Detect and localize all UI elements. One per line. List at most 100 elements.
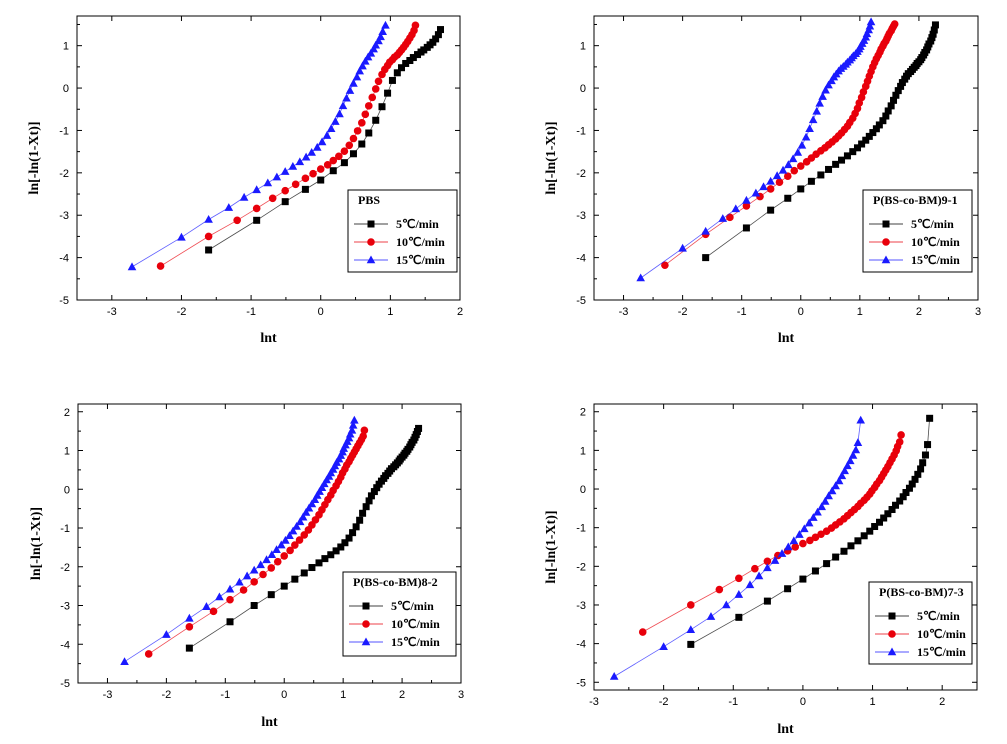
data-point bbox=[273, 557, 282, 566]
data-point bbox=[858, 140, 866, 148]
data-point bbox=[791, 543, 800, 551]
data-point bbox=[340, 147, 349, 156]
y-tick-label: 0 bbox=[580, 83, 586, 95]
data-point bbox=[356, 516, 364, 524]
y-tick-label: -3 bbox=[60, 601, 70, 613]
plot-frame bbox=[593, 15, 979, 301]
legend-marker bbox=[887, 647, 897, 656]
y-tick-label: -1 bbox=[59, 125, 69, 137]
y-tick-label: -4 bbox=[576, 639, 586, 651]
series-15℃/min bbox=[127, 20, 390, 271]
data-point bbox=[347, 425, 357, 434]
data-point bbox=[661, 261, 669, 270]
data-point bbox=[378, 103, 386, 111]
legend-label: 15℃/min bbox=[391, 635, 440, 649]
data-point bbox=[784, 194, 792, 202]
legend-marker bbox=[888, 630, 896, 638]
data-point bbox=[209, 607, 218, 616]
data-point bbox=[301, 174, 310, 183]
data-point bbox=[775, 178, 784, 186]
data-point bbox=[162, 630, 171, 638]
data-point bbox=[301, 508, 311, 516]
data-point bbox=[225, 584, 235, 593]
data-point bbox=[911, 475, 919, 483]
y-tick-label: 1 bbox=[63, 41, 69, 53]
y-tick-label: -2 bbox=[576, 168, 586, 180]
data-point bbox=[715, 585, 724, 594]
data-point bbox=[706, 612, 716, 620]
data-point bbox=[638, 628, 647, 636]
data-point bbox=[376, 32, 385, 41]
data-point bbox=[817, 502, 827, 511]
data-point bbox=[812, 106, 822, 115]
data-point bbox=[233, 216, 241, 225]
legend: PBS 5℃/min 10℃/min 15℃/min bbox=[347, 189, 458, 273]
data-point bbox=[202, 602, 211, 610]
data-point bbox=[718, 214, 728, 222]
data-point bbox=[805, 124, 814, 133]
data-point bbox=[751, 564, 759, 573]
data-point bbox=[388, 76, 396, 84]
data-point bbox=[931, 21, 939, 29]
y-axis-title: ln[-ln(1-Xt)] bbox=[544, 510, 559, 583]
legend-label: 10℃/min bbox=[917, 627, 966, 641]
data-point bbox=[355, 66, 365, 75]
data-point bbox=[307, 499, 317, 508]
series-10℃/min bbox=[661, 20, 899, 270]
data-point bbox=[345, 534, 353, 542]
legend-label: 10℃/min bbox=[391, 617, 440, 631]
data-point bbox=[362, 503, 370, 511]
data-point bbox=[285, 531, 294, 540]
data-point bbox=[843, 152, 851, 160]
plot-frame bbox=[76, 15, 461, 301]
x-tick-label: 2 bbox=[457, 306, 463, 318]
legend-marker bbox=[362, 620, 370, 628]
data-point bbox=[686, 625, 696, 634]
legend-label: 5℃/min bbox=[917, 609, 960, 623]
data-point bbox=[317, 176, 325, 184]
y-tick-label: 0 bbox=[580, 484, 586, 496]
legend-title: P(BS-co-BM)8-2 bbox=[353, 575, 438, 589]
data-point bbox=[862, 136, 870, 144]
data-point bbox=[735, 613, 743, 621]
series-5℃/min bbox=[205, 26, 445, 254]
data-point bbox=[834, 476, 844, 485]
data-point bbox=[866, 17, 876, 26]
data-point bbox=[434, 31, 442, 39]
y-axis-title: ln[-ln(1-Xt)] bbox=[27, 121, 42, 194]
data-point bbox=[778, 165, 788, 174]
data-point bbox=[609, 671, 619, 680]
data-point bbox=[263, 178, 273, 187]
data-point bbox=[820, 496, 830, 505]
data-point bbox=[809, 513, 818, 521]
data-point bbox=[884, 510, 892, 518]
data-point bbox=[734, 590, 744, 598]
data-point bbox=[268, 194, 277, 203]
data-point bbox=[298, 512, 308, 521]
data-point bbox=[360, 426, 369, 435]
data-point bbox=[267, 564, 276, 572]
x-tick-label: -2 bbox=[177, 306, 187, 318]
series-10℃/min bbox=[156, 21, 420, 270]
y-tick-label: -4 bbox=[576, 253, 586, 265]
data-point bbox=[432, 35, 440, 43]
data-point bbox=[759, 182, 768, 191]
data-point bbox=[702, 254, 710, 262]
data-point bbox=[338, 101, 348, 110]
data-point bbox=[817, 171, 825, 179]
data-point bbox=[875, 121, 883, 129]
legend-label: 15℃/min bbox=[917, 645, 966, 659]
data-point bbox=[415, 424, 423, 432]
data-point bbox=[295, 536, 304, 544]
data-point bbox=[291, 575, 299, 583]
data-point bbox=[348, 420, 358, 429]
data-point bbox=[120, 657, 129, 665]
data-point bbox=[659, 642, 668, 651]
x-tick-label: -3 bbox=[107, 306, 117, 318]
y-tick-label: -5 bbox=[576, 295, 586, 307]
data-point bbox=[865, 21, 875, 30]
data-point bbox=[335, 152, 343, 161]
data-point bbox=[327, 551, 335, 559]
data-point bbox=[315, 559, 323, 567]
data-point bbox=[300, 569, 308, 577]
